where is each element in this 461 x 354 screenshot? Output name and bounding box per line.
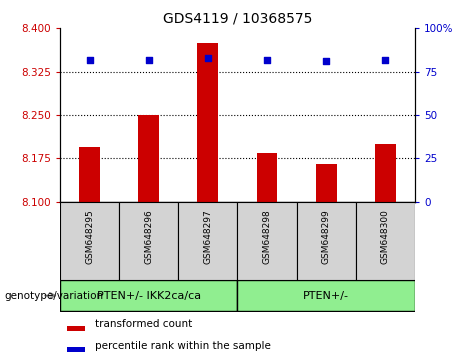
FancyBboxPatch shape [296,202,356,280]
Bar [375,144,396,202]
Point [86,57,93,62]
Point [145,57,152,62]
Text: GSM648299: GSM648299 [322,210,331,264]
Bar [79,147,100,202]
Bar [257,153,278,202]
FancyBboxPatch shape [237,280,415,311]
FancyBboxPatch shape [178,202,237,280]
Bar [67,326,85,331]
FancyBboxPatch shape [119,202,178,280]
Text: GSM648300: GSM648300 [381,210,390,264]
Point [382,57,389,62]
FancyBboxPatch shape [60,280,237,311]
Text: GSM648295: GSM648295 [85,210,94,264]
Text: genotype/variation: genotype/variation [5,291,104,301]
Bar [316,164,337,202]
Bar [67,347,85,352]
Text: percentile rank within the sample: percentile rank within the sample [95,341,272,350]
Text: GSM648298: GSM648298 [262,210,272,264]
Point [322,58,330,64]
Text: GSM648296: GSM648296 [144,210,153,264]
Text: GSM648297: GSM648297 [203,210,213,264]
FancyBboxPatch shape [237,202,296,280]
Bar [197,43,218,202]
Text: PTEN+/- IKK2ca/ca: PTEN+/- IKK2ca/ca [97,291,201,301]
Text: PTEN+/-: PTEN+/- [303,291,349,301]
Bar [138,115,159,202]
Title: GDS4119 / 10368575: GDS4119 / 10368575 [163,12,312,26]
FancyBboxPatch shape [356,202,415,280]
Point [263,57,271,62]
Text: transformed count: transformed count [95,319,193,329]
FancyBboxPatch shape [60,202,119,280]
Point [204,55,212,61]
